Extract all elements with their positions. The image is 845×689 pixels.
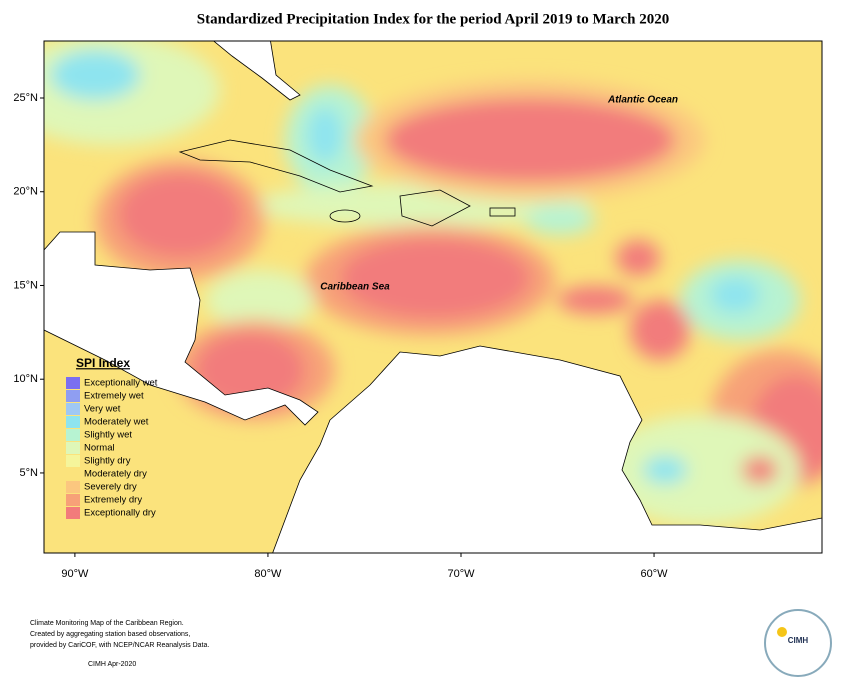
legend-label: Normal	[84, 443, 115, 454]
legend-label: Extremely wet	[84, 391, 144, 402]
spi-field: Atlantic Ocean Caribbean Sea	[44, 41, 822, 553]
lon-tick-label: 80°W	[254, 568, 282, 580]
map-frame	[43, 40, 823, 554]
legend-swatch	[66, 481, 80, 493]
logo-ring	[764, 609, 832, 677]
lon-tick-label: 70°W	[447, 568, 475, 580]
legend-label: Exceptionally wet	[84, 378, 158, 389]
footer-line: Created by aggregating station based obs…	[30, 631, 190, 638]
logo-text: CIMH	[788, 636, 809, 645]
ocean-label: Atlantic Ocean	[607, 95, 678, 106]
legend-swatch	[66, 507, 80, 519]
hispaniola	[399, 189, 471, 227]
lat-tick-label: 25°N	[13, 92, 38, 104]
footer-line: Climate Monitoring Map of the Caribbean …	[30, 620, 184, 627]
legend-swatch	[66, 416, 80, 428]
legend-swatch	[66, 494, 80, 506]
legend-label: Moderately dry	[84, 469, 147, 480]
legend-label: Moderately wet	[84, 417, 149, 428]
cuba	[178, 139, 374, 193]
legend-label: Very wet	[84, 404, 121, 415]
lat-tick-label: 5°N	[20, 467, 39, 479]
sea-label: Caribbean Sea	[320, 282, 390, 293]
title: Standardized Precipitation Index for the…	[197, 11, 670, 27]
florida	[213, 41, 301, 101]
legend-label: Slightly wet	[84, 430, 132, 441]
south-america	[272, 345, 822, 553]
footer: CIMH Apr-2020 Climate Monitoring Map of …	[30, 620, 209, 668]
legend-swatch	[66, 403, 80, 415]
legend-swatch	[66, 390, 80, 402]
puerto-rico	[489, 207, 516, 217]
legend-swatch	[66, 377, 80, 389]
legend-label: Severely dry	[84, 482, 137, 493]
legend-label: Slightly dry	[84, 456, 131, 467]
logo: CIMH	[764, 609, 832, 677]
legend-label: Exceptionally dry	[84, 508, 156, 519]
logo-sun	[777, 627, 787, 637]
footer-line: provided by CariCOF, with NCEP/NCAR Rean…	[30, 642, 209, 649]
legend-swatch	[66, 468, 80, 480]
footer-credit: CIMH Apr-2020	[88, 661, 136, 668]
legend: SPI Index Exceptionally wet Extremely wet…	[66, 356, 158, 519]
lon-tick-label: 90°W	[61, 568, 89, 580]
legend-label: Extremely dry	[84, 495, 142, 506]
lat-tick-label: 20°N	[13, 186, 38, 198]
central-america	[44, 231, 319, 426]
legend-swatch	[66, 442, 80, 454]
legend-title: SPI Index	[76, 356, 130, 370]
legend-swatch	[66, 429, 80, 441]
lat-tick-label: 10°N	[13, 373, 38, 385]
lat-tick-label: 15°N	[13, 279, 38, 291]
legend-swatch	[66, 455, 80, 467]
jamaica	[329, 209, 361, 223]
lon-tick-label: 60°W	[641, 568, 669, 580]
